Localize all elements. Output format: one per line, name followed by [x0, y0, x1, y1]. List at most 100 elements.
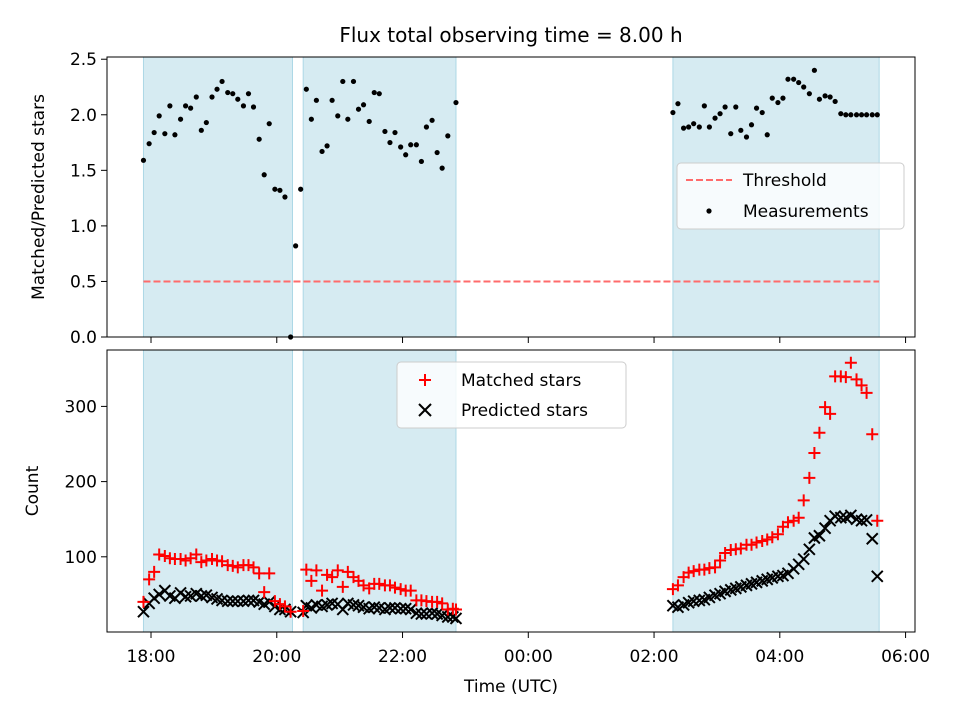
legend-measurements-label: Measurements: [743, 202, 869, 222]
measurement-point: [282, 194, 288, 200]
ratio-x-ticks: [150, 337, 907, 343]
measurement-point: [712, 115, 718, 121]
ratio-panel: 0.0 0.5 1.0 1.5 2.0 2.5 Flux total observing …: [29, 23, 916, 348]
predicted-star-point: [179, 590, 192, 603]
measurement-point: [245, 91, 252, 97]
count-plot-frame: [106, 349, 916, 633]
count-legend: Matched stars Predicted stars: [396, 361, 627, 429]
ratio-legend-box: [676, 162, 905, 230]
matched-star-point: [803, 471, 816, 484]
measurement-points: [140, 67, 880, 340]
matched-star-point: [792, 511, 805, 524]
matched-star-point: [273, 598, 286, 611]
measurement-point: [843, 112, 849, 118]
matched-star-point: [258, 586, 271, 599]
measurement-point: [753, 105, 760, 111]
measurement-point: [219, 78, 225, 85]
measurement-point: [832, 98, 838, 105]
measurement-point: [366, 118, 372, 125]
count-panel: 100 200 300 18:00 20:00 22:00 00:00 02:00 04:00…: [23, 349, 930, 697]
matched-star-point: [137, 595, 150, 608]
measurement-point: [293, 243, 299, 249]
matched-star-point: [404, 584, 417, 597]
predicted-star-point: [152, 588, 166, 601]
measurement-point: [350, 78, 357, 85]
measurement-point: [801, 84, 807, 90]
predicted-star-point: [818, 522, 832, 535]
measurement-point: [403, 152, 409, 158]
predicted-star-point: [771, 570, 785, 583]
measurement-point: [791, 76, 797, 82]
ratio-y-ticks: 0.0 0.5 1.0 1.5 2.0 2.5: [70, 50, 107, 348]
matched-star-point: [331, 564, 344, 577]
matched-star-point: [871, 514, 884, 527]
measurement-point: [308, 116, 314, 122]
measurement-point: [706, 124, 712, 130]
matched-star-point: [860, 386, 873, 399]
matched-star-point: [226, 559, 239, 572]
predicted-star-point: [797, 552, 810, 566]
matched-star-point: [200, 554, 213, 567]
matched-star-point: [709, 561, 722, 574]
measurement-point: [382, 128, 388, 135]
measurement-point: [162, 131, 168, 137]
measurement-point: [775, 99, 781, 106]
measurement-point: [681, 125, 687, 131]
legend-matched-label: Matched stars: [461, 371, 581, 391]
matched-star-point: [850, 373, 863, 386]
measurement-point: [182, 103, 189, 109]
measurement-point: [769, 95, 775, 101]
matched-star-point: [310, 564, 323, 577]
measurement-point: [717, 111, 723, 117]
matched-star-point: [206, 553, 219, 566]
measurement-point: [188, 105, 194, 111]
measurement-point: [764, 132, 770, 138]
measurement-point: [743, 134, 750, 140]
predicted-star-point: [195, 589, 208, 603]
measurement-point: [423, 124, 430, 130]
predicted-star-point: [231, 594, 244, 608]
measurement-point: [319, 148, 325, 155]
measurement-point: [198, 127, 204, 133]
measurement-point: [759, 109, 765, 116]
shaded-region-1: [302, 56, 457, 338]
measurement-point: [748, 122, 755, 128]
matched-star-point: [824, 407, 837, 420]
measurement-point: [733, 104, 739, 110]
x-tick-label: 04:00: [755, 647, 804, 667]
predicted-star-point: [844, 509, 858, 522]
measurement-point: [418, 158, 424, 165]
predicted-star-point: [399, 602, 412, 615]
matched-star-point: [756, 535, 769, 548]
measurement-point: [140, 157, 147, 163]
measurement-point: [848, 112, 854, 118]
x-tick-label: 20:00: [252, 647, 301, 667]
legend-threshold-label: Threshold: [742, 171, 827, 191]
predicted-star-point: [813, 529, 826, 542]
matched-star-point: [682, 566, 695, 579]
measurement-point: [177, 116, 184, 122]
measurement-point: [874, 112, 880, 118]
predicted-star-point: [425, 606, 439, 620]
matched-star-point: [158, 550, 171, 563]
matched-star-point: [388, 581, 401, 594]
measurement-point: [780, 95, 786, 101]
measurement-point: [167, 103, 173, 109]
predicted-star-point: [242, 594, 255, 607]
measurement-point: [172, 132, 178, 138]
measurement-point: [686, 124, 692, 130]
matched-star-point: [750, 536, 763, 549]
matched-star-point: [284, 605, 297, 618]
matched-star-point: [143, 573, 156, 586]
matched-star-point: [300, 563, 313, 576]
matched-star-point: [781, 516, 794, 529]
legend-predicted-swatch: [418, 403, 432, 417]
matched-star-point: [808, 447, 821, 460]
measurement-point: [853, 112, 860, 118]
matched-star-point: [671, 579, 684, 592]
count-x-ticks: 18:00 20:00 22:00 00:00 02:00 04:00 06:00: [127, 632, 930, 667]
measurement-point: [240, 103, 247, 109]
measurement-point: [838, 111, 844, 117]
x-tick-label: 02:00: [630, 647, 679, 667]
matched-star-point: [148, 565, 161, 578]
